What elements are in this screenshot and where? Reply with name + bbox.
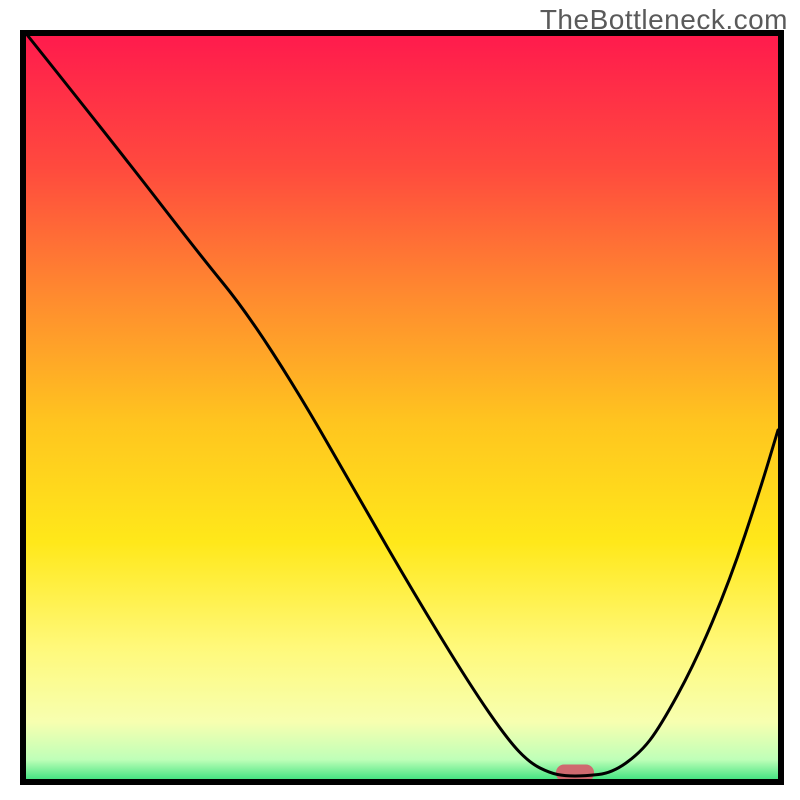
bottleneck-chart [0, 0, 800, 800]
chart-frame: TheBottleneck.com [0, 0, 800, 800]
plot-background [23, 33, 781, 782]
optimal-marker [556, 765, 594, 782]
